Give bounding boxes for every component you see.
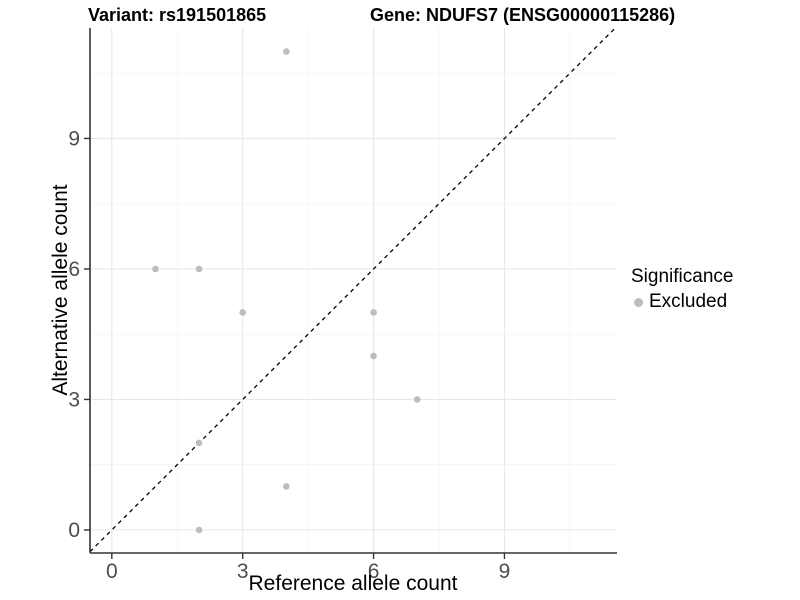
legend-title: Significance <box>631 266 734 287</box>
y-tick-label: 3 <box>68 388 80 411</box>
data-point <box>195 439 203 447</box>
variant-title: Variant: rs191501865 <box>88 5 267 25</box>
data-point <box>195 526 203 534</box>
data-point <box>152 265 159 273</box>
legend: Significance Excluded <box>631 266 733 313</box>
data-point <box>283 483 290 490</box>
identity-line <box>89 27 616 553</box>
y-axis-title: Alternative allele count <box>49 184 72 396</box>
x-tick-label: 3 <box>237 560 249 583</box>
data-point <box>195 265 203 273</box>
legend-item-label: Excluded <box>649 291 728 312</box>
gene-title: Gene: NDUFS7 (ENSG00000115286) <box>370 5 676 25</box>
y-tick-label: 9 <box>68 127 80 150</box>
x-tick-label: 0 <box>106 560 118 583</box>
x-tick-label: 6 <box>368 560 380 583</box>
y-tick-label: 0 <box>68 519 80 542</box>
x-tick-label: 9 <box>499 560 511 583</box>
data-point <box>283 48 290 55</box>
data-point <box>239 309 246 316</box>
legend-item-excluded: Excluded <box>634 291 733 313</box>
data-point <box>370 352 377 360</box>
legend-point-icon <box>634 297 643 307</box>
data-point <box>370 309 377 316</box>
y-tick-label: 6 <box>68 258 80 281</box>
data-point <box>413 396 421 403</box>
x-axis-title: Reference allele count <box>248 572 458 595</box>
